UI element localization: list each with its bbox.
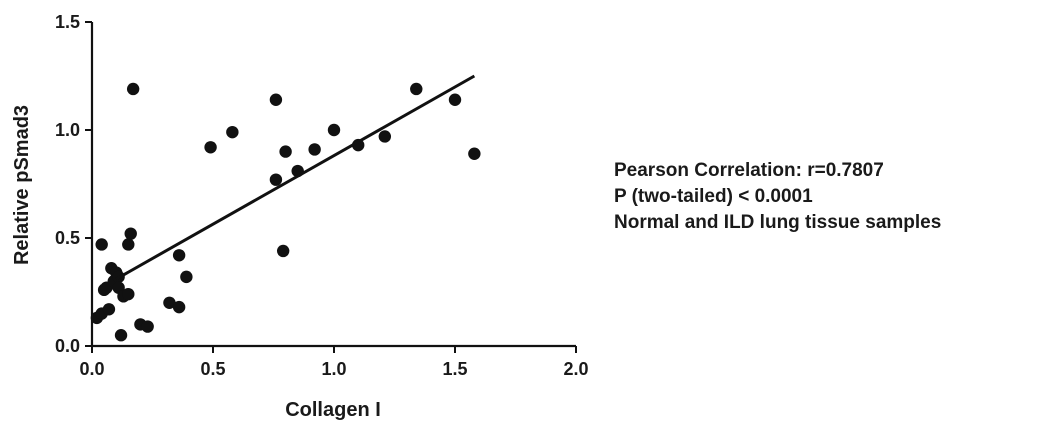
y-tick-label: 1.0 bbox=[55, 120, 80, 140]
y-tick-label: 1.5 bbox=[55, 12, 80, 32]
data-point bbox=[172, 300, 186, 314]
data-point bbox=[327, 123, 341, 137]
data-point bbox=[468, 147, 481, 160]
y-tick-label: 0.0 bbox=[55, 336, 80, 356]
y-axis-label: Relative pSmad3 bbox=[11, 105, 33, 265]
x-tick-label: 2.0 bbox=[563, 359, 588, 379]
data-point bbox=[279, 145, 292, 158]
data-point bbox=[276, 244, 290, 258]
data-point bbox=[126, 82, 140, 96]
x-axis-label: Collagen I bbox=[285, 399, 381, 421]
scatter-chart: 0.0 0.5 1.0 1.5 2.0 0.0 0.5 1.0 1.5 Collagen I R… bbox=[11, 12, 589, 421]
data-point bbox=[308, 143, 321, 156]
sample-description-text: Normal and ILD lung tissue samples bbox=[614, 212, 942, 233]
data-point bbox=[269, 173, 283, 186]
data-point bbox=[172, 249, 186, 262]
pearson-correlation-text: Pearson Correlation: r=0.7807 bbox=[614, 160, 884, 181]
y-tick-label: 0.5 bbox=[55, 228, 80, 248]
data-point bbox=[114, 329, 128, 342]
data-points bbox=[90, 82, 481, 342]
p-value-text: P (two-tailed) < 0.0001 bbox=[614, 186, 813, 207]
data-point bbox=[180, 270, 193, 284]
regression-line-group bbox=[115, 74, 476, 281]
x-tick-label: 0.0 bbox=[79, 359, 104, 379]
data-point bbox=[378, 130, 392, 143]
data-point bbox=[410, 82, 423, 96]
axes bbox=[90, 22, 576, 348]
x-tick-label: 1.5 bbox=[442, 359, 467, 379]
data-point bbox=[141, 320, 154, 333]
data-point bbox=[122, 238, 135, 251]
data-point bbox=[124, 227, 137, 240]
x-tick-label: 1.0 bbox=[321, 359, 346, 379]
regression-line bbox=[115, 74, 476, 281]
data-point bbox=[204, 141, 217, 154]
data-point bbox=[122, 287, 135, 301]
statistics-annotation: Pearson Correlation: r=0.7807 P (two-tai… bbox=[614, 158, 941, 236]
data-point bbox=[163, 296, 176, 309]
data-point bbox=[95, 238, 108, 251]
data-point bbox=[448, 93, 462, 106]
ticks: 0.0 0.5 1.0 1.5 2.0 0.0 0.5 1.0 1.5 bbox=[55, 12, 589, 379]
x-tick-label: 0.5 bbox=[200, 359, 225, 379]
data-point bbox=[269, 93, 283, 106]
data-point bbox=[102, 303, 116, 316]
data-point bbox=[226, 125, 239, 139]
